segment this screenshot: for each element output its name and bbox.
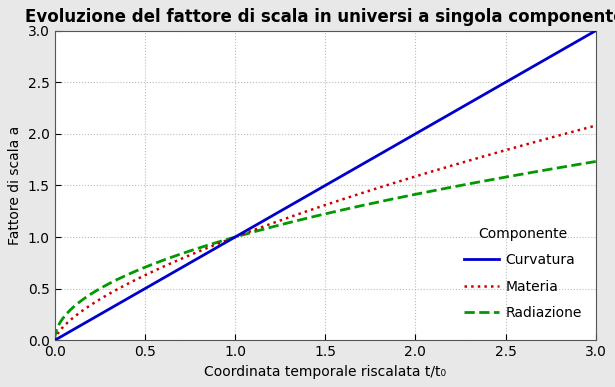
Title: Evoluzione del fattore di scala in universi a singola componente: Evoluzione del fattore di scala in unive… <box>25 9 615 26</box>
Y-axis label: Fattore di scala a: Fattore di scala a <box>9 126 22 245</box>
X-axis label: Coordinata temporale riscalata t/t₀: Coordinata temporale riscalata t/t₀ <box>204 365 446 378</box>
Legend: Curvatura, Materia, Radiazione: Curvatura, Materia, Radiazione <box>457 220 589 327</box>
